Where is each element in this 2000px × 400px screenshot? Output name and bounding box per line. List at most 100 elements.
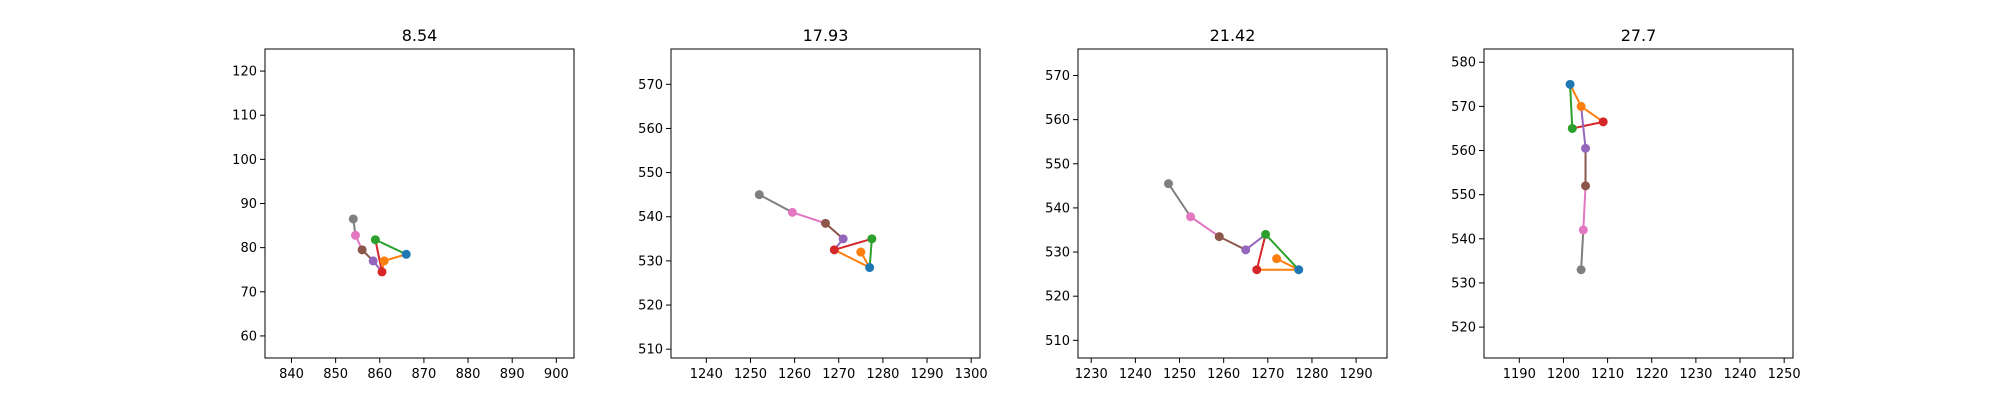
subplot-4: 27.7 1190 1200 1210 1220 1230 1240 1250 520 530 54… bbox=[1451, 26, 1801, 382]
x-tick-label: 890 bbox=[500, 367, 525, 382]
subplot-title: 21.42 bbox=[1210, 26, 1256, 45]
x-tick-label: 1240 bbox=[1723, 367, 1756, 382]
series-segment bbox=[1189, 215, 1221, 238]
x-tick-label: 1280 bbox=[1295, 367, 1328, 382]
data-point bbox=[348, 214, 358, 224]
x-tick-label: 1260 bbox=[778, 367, 811, 382]
axes-frame bbox=[264, 48, 575, 359]
x-tick-label: 1280 bbox=[866, 367, 899, 382]
y-tick-label: 540 bbox=[1045, 201, 1070, 216]
series-segment bbox=[1255, 233, 1267, 271]
y-tick-label: 60 bbox=[240, 329, 257, 344]
x-tick-label: 1250 bbox=[734, 367, 767, 382]
x-tick-label: 1240 bbox=[690, 367, 723, 382]
data-point bbox=[370, 235, 380, 245]
data-point bbox=[1581, 143, 1591, 153]
x-tick-label: 1230 bbox=[1679, 367, 1712, 382]
x-tick-label: 1270 bbox=[1251, 367, 1284, 382]
y-tick-label: 560 bbox=[638, 122, 663, 137]
x-tick-label: 1250 bbox=[1163, 367, 1196, 382]
y-tick-label: 510 bbox=[1045, 334, 1070, 349]
y-tick-label: 550 bbox=[638, 166, 663, 181]
y-tick-label: 540 bbox=[638, 210, 663, 225]
data-point bbox=[856, 247, 866, 257]
data-point bbox=[787, 207, 797, 217]
series-segment bbox=[1580, 228, 1585, 271]
data-point bbox=[1581, 181, 1591, 191]
y-tick-label: 80 bbox=[240, 241, 257, 256]
data-point bbox=[1294, 265, 1304, 275]
data-point bbox=[379, 256, 389, 266]
data-point bbox=[1214, 232, 1224, 242]
y-tick-label: 90 bbox=[240, 197, 257, 212]
data-point bbox=[1567, 123, 1577, 133]
x-tick-label: 1240 bbox=[1119, 367, 1152, 382]
y-tick-label: 70 bbox=[240, 285, 257, 300]
data-point bbox=[1576, 265, 1586, 275]
x-tick-label: 1230 bbox=[1075, 367, 1108, 382]
data-point bbox=[865, 263, 875, 273]
data-point bbox=[368, 256, 378, 266]
x-tick-label: 840 bbox=[279, 367, 304, 382]
series-segment bbox=[374, 238, 383, 273]
series-segment bbox=[1580, 105, 1587, 150]
series-segment bbox=[1167, 182, 1192, 218]
x-tick-label: 1260 bbox=[1207, 367, 1240, 382]
x-tick-label: 850 bbox=[323, 367, 348, 382]
x-tick-label: 1250 bbox=[1768, 367, 1801, 382]
y-tick-label: 530 bbox=[1045, 246, 1070, 261]
y-tick-label: 120 bbox=[232, 65, 257, 80]
y-tick-label: 570 bbox=[638, 78, 663, 93]
x-tick-label: 1200 bbox=[1547, 367, 1580, 382]
x-tick-label: 1300 bbox=[955, 367, 988, 382]
series-segment bbox=[1582, 184, 1587, 231]
data-point bbox=[377, 267, 387, 277]
y-tick-label: 530 bbox=[638, 254, 663, 269]
y-tick-label: 110 bbox=[232, 109, 257, 124]
data-point bbox=[1565, 79, 1575, 89]
series-segment bbox=[868, 237, 873, 269]
data-point bbox=[1241, 245, 1251, 255]
subplot-title: 8.54 bbox=[402, 26, 438, 45]
y-tick-label: 570 bbox=[1451, 100, 1476, 115]
series-segment bbox=[758, 193, 794, 214]
y-tick-label: 530 bbox=[1451, 276, 1476, 291]
series-segment bbox=[833, 248, 871, 269]
data-point bbox=[754, 190, 764, 200]
series-segment bbox=[374, 238, 408, 256]
data-point bbox=[867, 234, 877, 244]
data-point bbox=[1186, 212, 1196, 222]
x-tick-label: 860 bbox=[367, 367, 392, 382]
subplot-2: 17.93 1240 1250 1260 1270 1280 1290 1300 510 520 5… bbox=[638, 26, 988, 382]
y-tick-label: 580 bbox=[1451, 56, 1476, 71]
subplot-title: 27.7 bbox=[1621, 26, 1657, 45]
data-point bbox=[829, 245, 839, 255]
data-point bbox=[1578, 225, 1588, 235]
x-tick-label: 1190 bbox=[1503, 367, 1536, 382]
y-tick-label: 520 bbox=[1451, 321, 1476, 336]
x-tick-label: 1220 bbox=[1635, 367, 1668, 382]
data-point bbox=[357, 245, 367, 255]
data-point bbox=[1261, 229, 1271, 239]
y-tick-label: 520 bbox=[638, 299, 663, 314]
series-segment bbox=[833, 237, 873, 251]
subplots: 8.54 840 850 860 870 880 890 900 60 70 80 90 100 110 1… bbox=[232, 26, 1801, 382]
x-tick-label: 1290 bbox=[910, 367, 943, 382]
series-segment bbox=[1264, 233, 1300, 271]
axes-frame bbox=[1077, 48, 1388, 359]
y-tick-label: 550 bbox=[1045, 157, 1070, 172]
y-tick-label: 550 bbox=[1451, 188, 1476, 203]
subplot-title: 17.93 bbox=[803, 26, 849, 45]
x-tick-label: 900 bbox=[544, 367, 569, 382]
series-segment bbox=[1571, 120, 1605, 130]
series-segment bbox=[1569, 83, 1574, 130]
data-point bbox=[401, 249, 411, 259]
subplot-3: 21.42 1230 1240 1250 1260 1270 1280 1290 510 520 5… bbox=[1045, 26, 1388, 382]
x-tick-label: 880 bbox=[456, 367, 481, 382]
x-tick-label: 1290 bbox=[1340, 367, 1373, 382]
x-tick-label: 1270 bbox=[822, 367, 855, 382]
y-tick-label: 520 bbox=[1045, 290, 1070, 305]
data-point bbox=[350, 230, 360, 240]
